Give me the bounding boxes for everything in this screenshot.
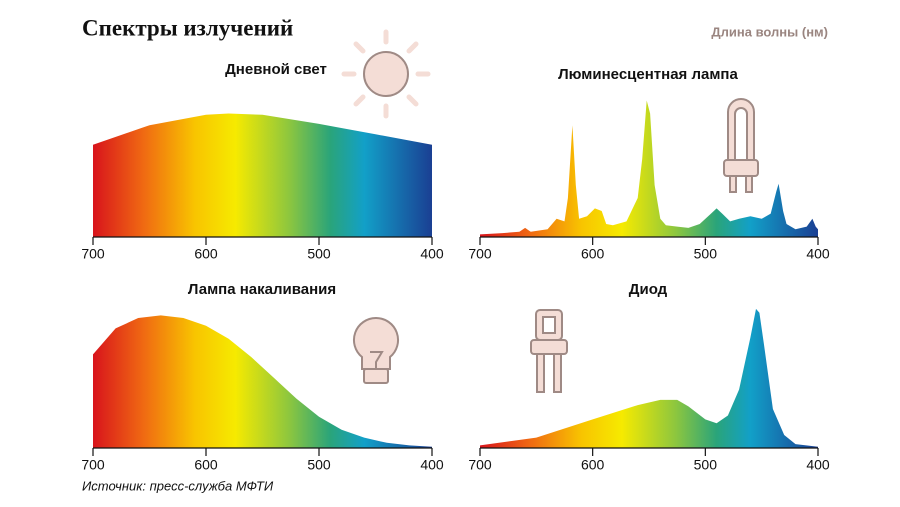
- spectrum-area: [93, 315, 432, 448]
- x-tick-label: 600: [581, 457, 605, 473]
- spectrum-area: [480, 308, 818, 448]
- x-tick-label: 600: [194, 457, 218, 473]
- x-tick-label: 500: [694, 246, 718, 262]
- panel-title: Лампа накаливания: [188, 281, 336, 298]
- x-tick-label: 500: [307, 457, 331, 473]
- panel-title: Люминесцентная лампа: [558, 66, 738, 83]
- x-tick-label: 400: [420, 246, 444, 262]
- bulb-icon: [352, 316, 400, 384]
- panel-title: Дневной свет: [225, 61, 327, 78]
- fluorescent-icon: [723, 98, 759, 193]
- x-tick-label: 400: [806, 246, 830, 262]
- spectrum-area: [480, 100, 818, 237]
- panel-title: Диод: [629, 281, 668, 298]
- x-tick-label: 600: [194, 246, 218, 262]
- sun-icon: [341, 29, 431, 119]
- x-tick-label: 400: [806, 457, 830, 473]
- page-title: Спектры излучений: [82, 15, 293, 40]
- x-tick-label: 700: [81, 246, 105, 262]
- axis-unit: Длина волны (нм): [711, 24, 828, 39]
- x-tick-label: 700: [468, 457, 492, 473]
- x-tick-label: 500: [307, 246, 331, 262]
- x-tick-label: 700: [81, 457, 105, 473]
- x-tick-label: 400: [420, 457, 444, 473]
- x-tick-label: 600: [581, 246, 605, 262]
- x-tick-label: 500: [694, 457, 718, 473]
- x-tick-label: 700: [468, 246, 492, 262]
- spectrum-area: [93, 113, 432, 237]
- source: Источник: пресс-служба МФТИ: [82, 478, 274, 493]
- diode-icon: [530, 309, 568, 393]
